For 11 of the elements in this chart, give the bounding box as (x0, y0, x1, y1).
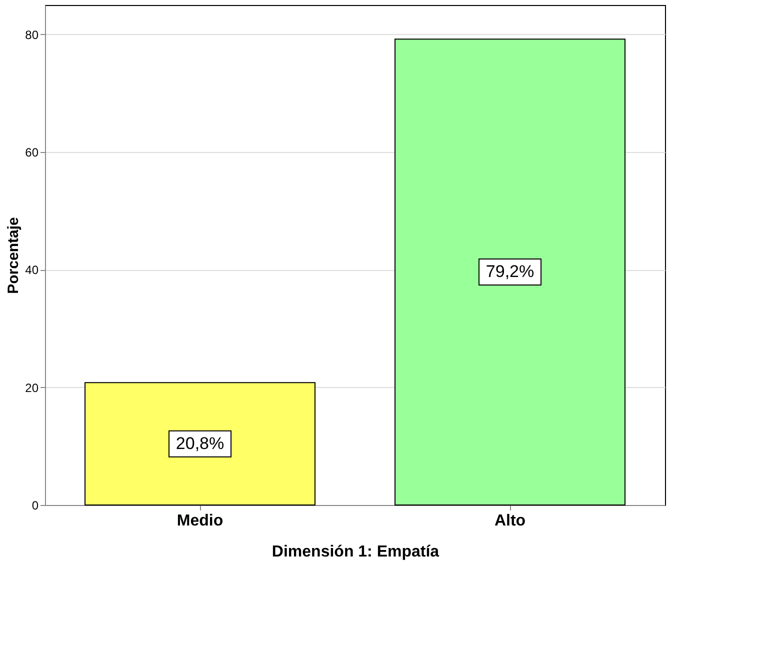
y-axis-title: Porcentaje (5, 217, 22, 294)
data-label: 79,2% (486, 262, 534, 282)
x-axis-title: Dimensión 1: Empatía (272, 544, 440, 560)
x-tick-label: Medio (176, 512, 224, 530)
y-tick-label: 80 (25, 28, 39, 42)
y-tick-label: 60 (25, 146, 39, 160)
y-tick-label: 20 (25, 380, 39, 395)
y-tick-label: 40 (25, 263, 39, 278)
x-tick-label: Alto (494, 512, 526, 530)
data-label: 20,8% (176, 434, 224, 453)
y-tick-label: 0 (32, 498, 39, 512)
